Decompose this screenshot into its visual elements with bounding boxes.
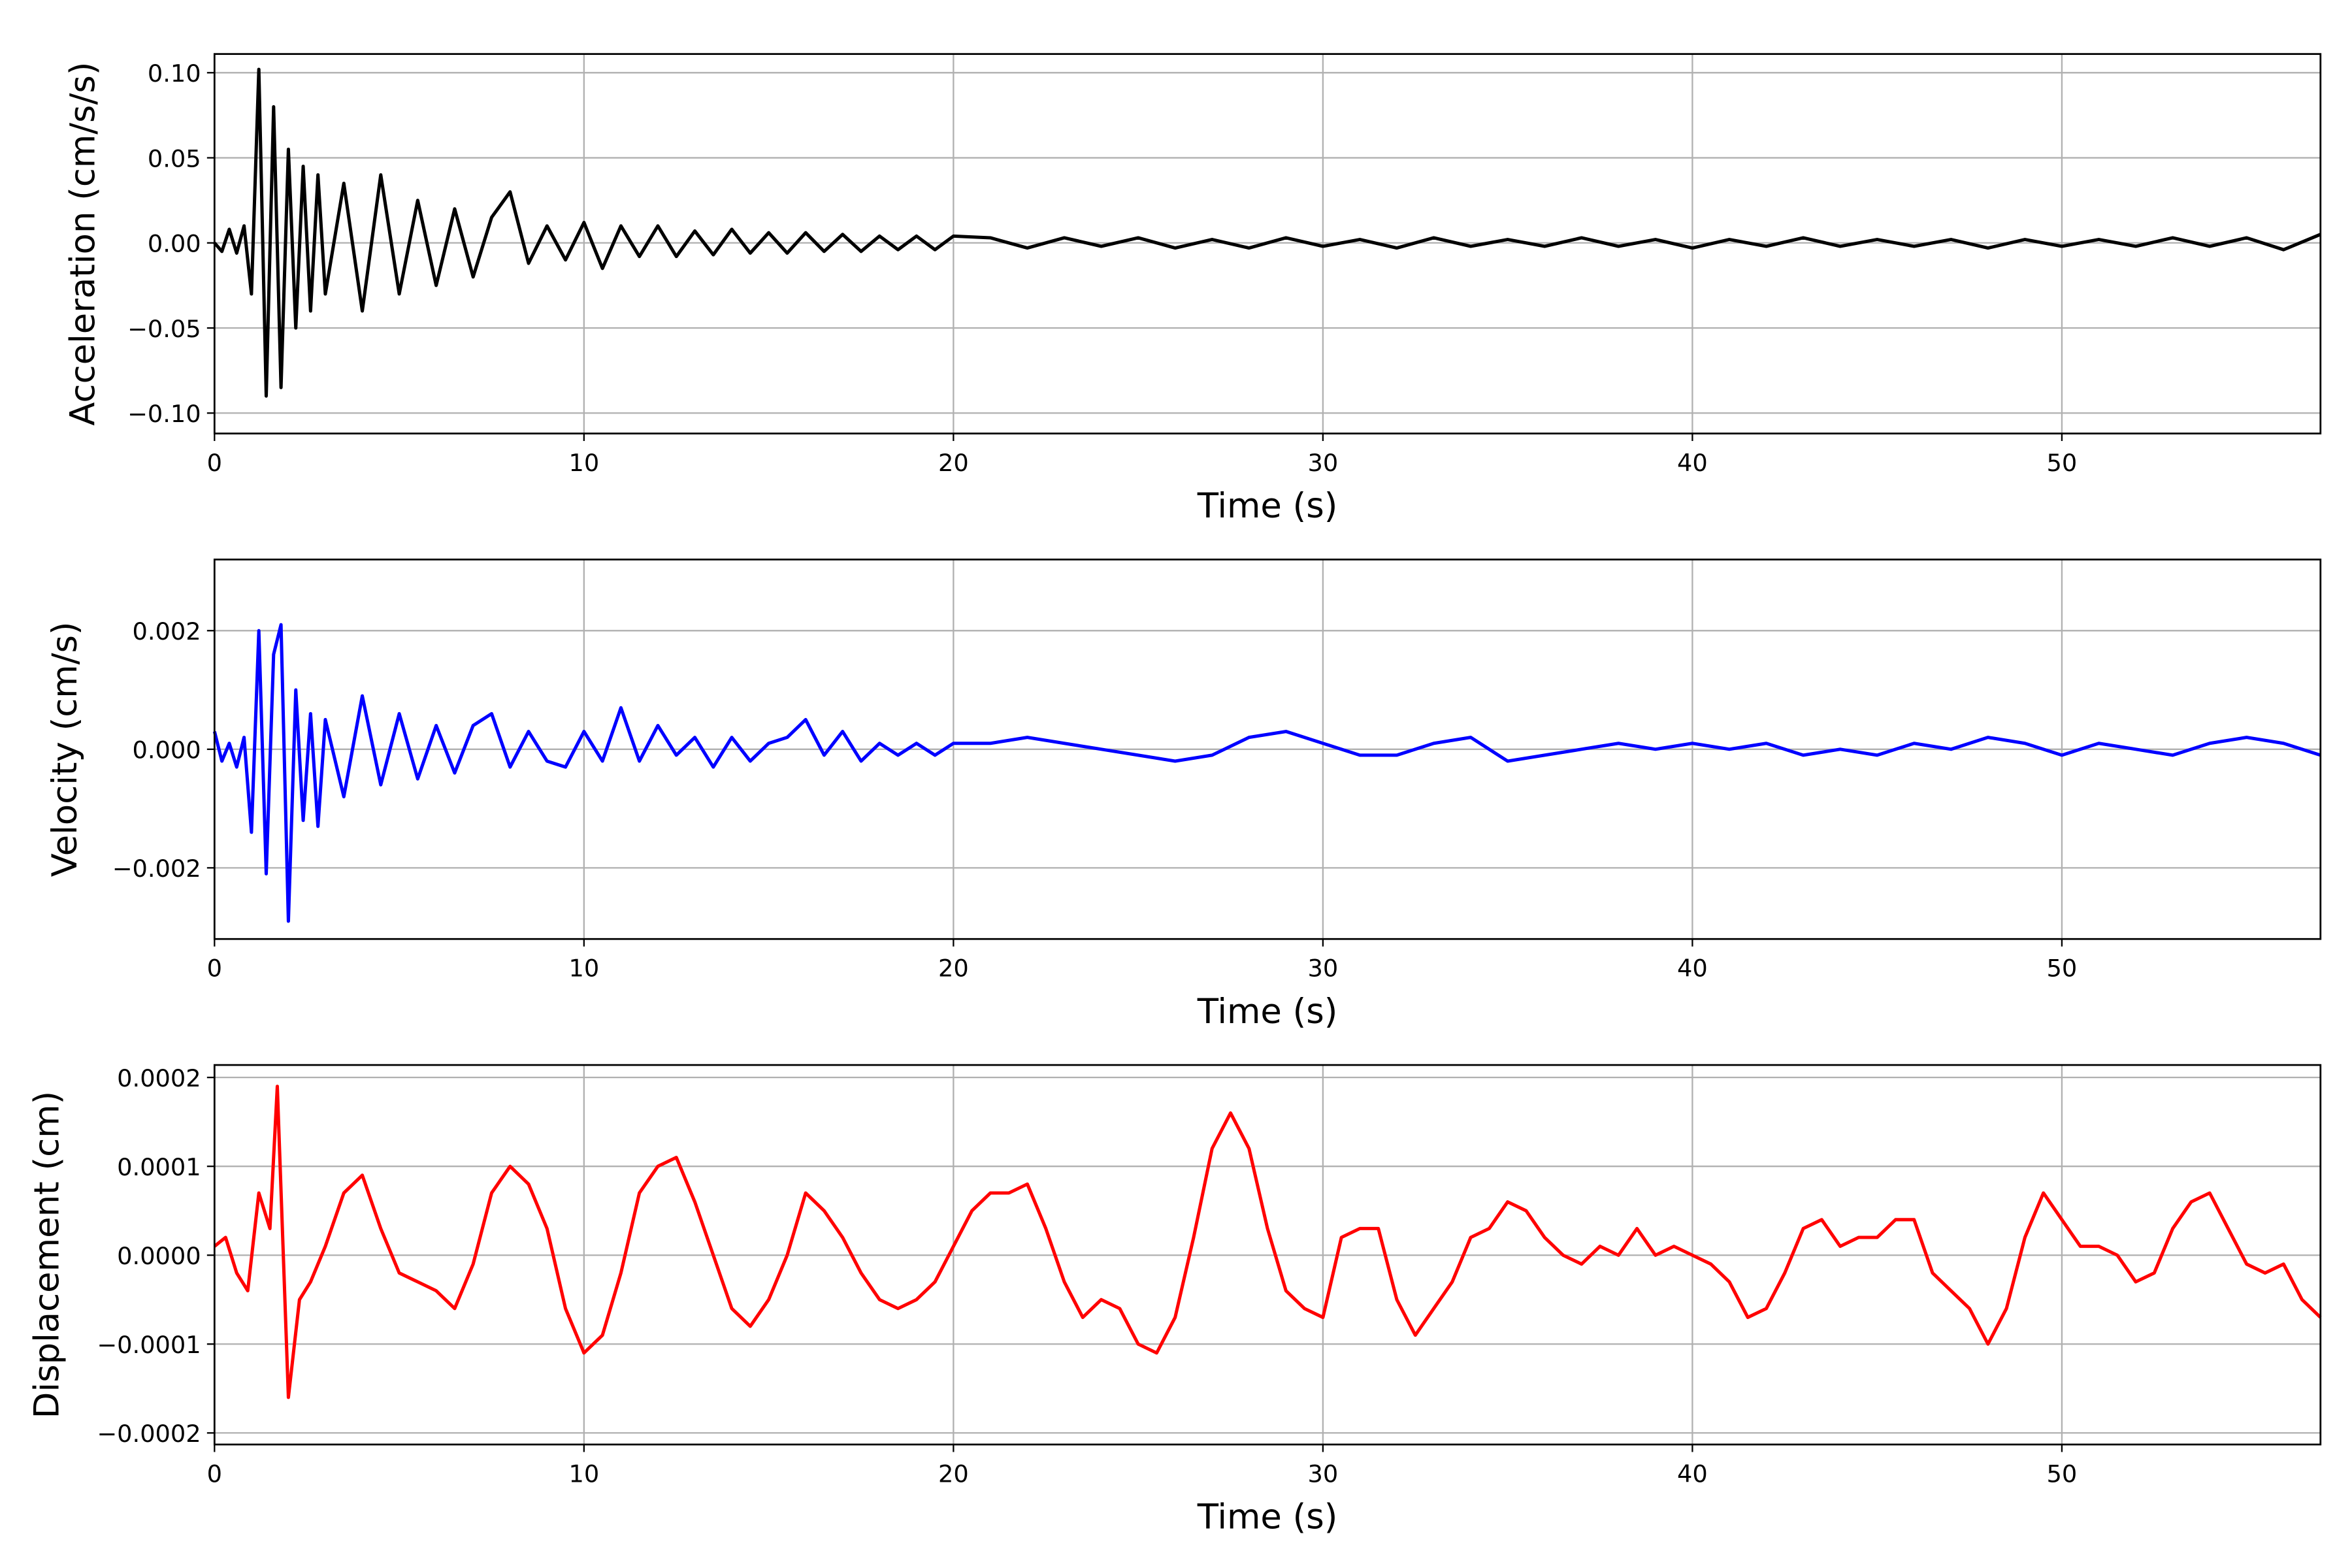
x-tick-label: 50 [2047,955,2078,983]
y-axis-label: Acceleration (cm/s/s) [63,62,103,426]
x-tick-label: 30 [1308,449,1339,477]
y-tick-label: 0.00 [148,230,201,258]
signal-line [213,67,2321,398]
signal-line [212,623,2321,923]
y-tick-label: −0.0001 [97,1331,201,1359]
y-tick-label: −0.002 [112,855,201,883]
axes-frame [213,559,2322,940]
signal-line [213,1085,2322,1399]
y-axis-label: Displacement (cm) [27,1091,67,1418]
y-axis-label: Velocity (cm/s) [45,621,85,877]
x-tick-label: 30 [1308,955,1339,983]
x-tick-label: 40 [1677,955,1708,983]
x-tick-label: 10 [568,955,599,983]
x-tick-label: 50 [2047,449,2078,477]
x-tick-label: 0 [207,955,222,983]
axes-frame [213,53,2322,434]
y-tick-label: 0.05 [148,144,201,172]
x-tick-label: 0 [207,449,222,477]
x-tick-label: 0 [207,1460,222,1488]
x-tick-label: 40 [1677,449,1708,477]
x-tick-label: 10 [568,1460,599,1488]
y-tick-label: 0.0001 [117,1153,201,1181]
axes-frame [213,1064,2322,1446]
x-tick-label: 40 [1677,1460,1708,1488]
x-tick-label: 30 [1308,1460,1339,1488]
x-tick-label: 20 [938,955,969,983]
x-axis-label: Time (s) [1197,486,1338,526]
x-tick-label: 10 [568,449,599,477]
x-axis-label: Time (s) [1197,1497,1338,1537]
y-tick-label: 0.0000 [117,1242,201,1270]
x-tick-label: 20 [938,1460,969,1488]
y-tick-label: 0.10 [148,59,201,88]
y-tick-label: −0.0002 [97,1420,201,1448]
x-tick-label: 20 [938,449,969,477]
y-tick-label: −0.10 [127,400,201,428]
y-tick-label: 0.0002 [117,1064,201,1092]
y-tick-label: 0.002 [133,617,201,645]
y-tick-label: 0.000 [133,736,201,764]
y-tick-label: −0.05 [127,315,201,343]
x-axis-label: Time (s) [1197,992,1338,1032]
x-tick-label: 50 [2047,1460,2078,1488]
